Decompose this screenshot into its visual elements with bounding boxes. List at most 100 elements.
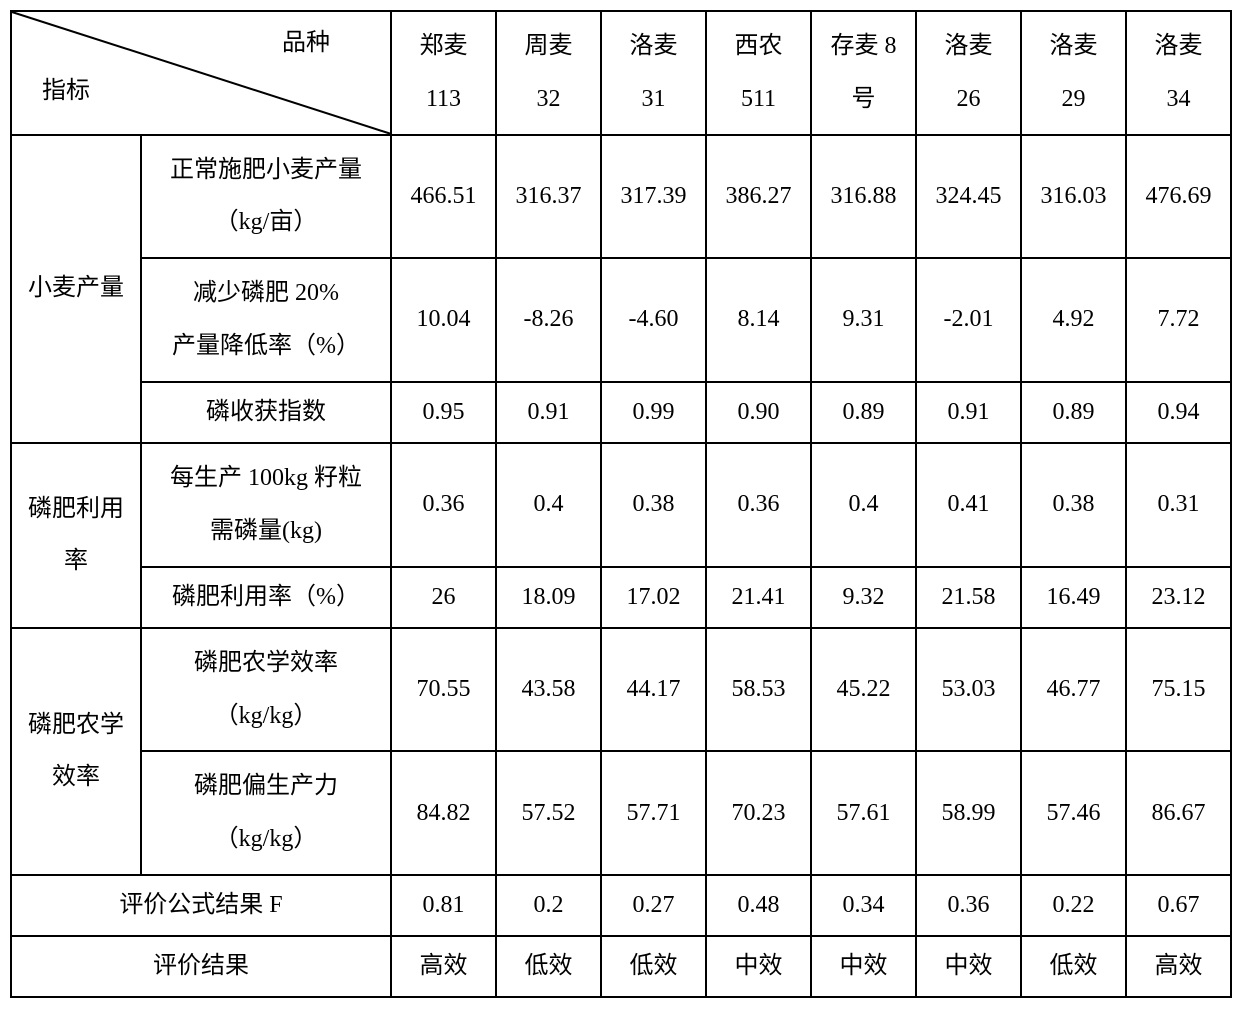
variety-line1: 存麦 8 (831, 33, 897, 59)
data-cell: 57.46 (1021, 751, 1126, 875)
group-label-2: 磷肥农学 效率 (11, 628, 141, 875)
header-variety-label: 品种 (282, 22, 330, 65)
row-label-line1: 磷肥农学效率 (194, 650, 338, 676)
row-label: 磷肥利用率（%） (141, 567, 391, 628)
variety-header-3: 西农 511 (706, 11, 811, 135)
row-label-line2: （kg/kg） (215, 703, 318, 729)
data-cell: 高效 (391, 936, 496, 997)
data-cell: 0.41 (916, 443, 1021, 567)
table-row: 磷肥偏生产力 （kg/kg） 84.82 57.52 57.71 70.23 5… (11, 751, 1231, 875)
variety-line1: 洛麦 (945, 33, 993, 59)
data-cell: 4.92 (1021, 258, 1126, 382)
data-cell: 0.38 (601, 443, 706, 567)
data-cell: 低效 (496, 936, 601, 997)
data-cell: 0.90 (706, 382, 811, 443)
table-row: 磷肥农学 效率 磷肥农学效率 （kg/kg） 70.55 43.58 44.17… (11, 628, 1231, 752)
data-cell: 466.51 (391, 135, 496, 259)
variety-line1: 西农 (735, 33, 783, 59)
variety-line2: 29 (1062, 86, 1086, 112)
data-table: 品种 指标 郑麦 113 周麦 32 洛麦 31 西农 511 存麦 8 号 洛… (10, 10, 1232, 998)
variety-header-4: 存麦 8 号 (811, 11, 916, 135)
variety-line2: 26 (957, 86, 981, 112)
data-cell: 0.38 (1021, 443, 1126, 567)
header-indicator-label: 指标 (42, 70, 90, 113)
data-cell: 58.99 (916, 751, 1021, 875)
footer-label: 评价结果 (11, 936, 391, 997)
data-cell: 0.36 (916, 875, 1021, 936)
data-cell: -8.26 (496, 258, 601, 382)
data-cell: 7.72 (1126, 258, 1231, 382)
data-cell: 58.53 (706, 628, 811, 752)
variety-line2: 113 (426, 86, 461, 112)
data-cell: 高效 (1126, 936, 1231, 997)
data-cell: 70.23 (706, 751, 811, 875)
data-cell: 75.15 (1126, 628, 1231, 752)
data-cell: 0.99 (601, 382, 706, 443)
data-cell: -2.01 (916, 258, 1021, 382)
data-cell: 84.82 (391, 751, 496, 875)
data-cell: 低效 (1021, 936, 1126, 997)
footer-row-0: 评价公式结果 F 0.81 0.2 0.27 0.48 0.34 0.36 0.… (11, 875, 1231, 936)
data-cell: 0.4 (496, 443, 601, 567)
data-cell: 0.95 (391, 382, 496, 443)
data-cell: 317.39 (601, 135, 706, 259)
data-cell: 低效 (601, 936, 706, 997)
group-label-line2: 率 (64, 548, 88, 574)
table-row: 减少磷肥 20% 产量降低率（%） 10.04 -8.26 -4.60 8.14… (11, 258, 1231, 382)
data-cell: 8.14 (706, 258, 811, 382)
group-label-line1: 磷肥利用 (28, 496, 124, 522)
data-cell: 0.67 (1126, 875, 1231, 936)
row-label-line1: 减少磷肥 20% (193, 280, 339, 306)
data-cell: 10.04 (391, 258, 496, 382)
row-label-line2: 产量降低率（%） (172, 333, 360, 359)
data-cell: 9.31 (811, 258, 916, 382)
data-cell: 9.32 (811, 567, 916, 628)
diagonal-header-cell: 品种 指标 (11, 11, 391, 135)
data-cell: 45.22 (811, 628, 916, 752)
data-cell: 26 (391, 567, 496, 628)
row-label: 磷肥农学效率 （kg/kg） (141, 628, 391, 752)
data-cell: 0.27 (601, 875, 706, 936)
data-cell: 21.58 (916, 567, 1021, 628)
variety-line2: 号 (852, 86, 876, 112)
group-label-line2: 效率 (52, 764, 100, 790)
data-cell: 57.61 (811, 751, 916, 875)
data-cell: 中效 (811, 936, 916, 997)
data-cell: 57.52 (496, 751, 601, 875)
data-cell: 16.49 (1021, 567, 1126, 628)
table-row: 磷肥利用 率 每生产 100kg 籽粒 需磷量(kg) 0.36 0.4 0.3… (11, 443, 1231, 567)
row-label-line1: 磷肥偏生产力 (194, 773, 338, 799)
data-cell: 0.2 (496, 875, 601, 936)
variety-line1: 洛麦 (1050, 33, 1098, 59)
data-cell: -4.60 (601, 258, 706, 382)
row-label: 磷收获指数 (141, 382, 391, 443)
data-cell: 0.36 (391, 443, 496, 567)
data-cell: 17.02 (601, 567, 706, 628)
data-cell: 386.27 (706, 135, 811, 259)
data-cell: 0.36 (706, 443, 811, 567)
data-cell: 57.71 (601, 751, 706, 875)
data-cell: 43.58 (496, 628, 601, 752)
row-label-line2: 需磷量(kg) (210, 518, 322, 544)
data-cell: 0.89 (811, 382, 916, 443)
row-label: 每生产 100kg 籽粒 需磷量(kg) (141, 443, 391, 567)
variety-header-7: 洛麦 34 (1126, 11, 1231, 135)
row-label-line1: 正常施肥小麦产量 (170, 157, 362, 183)
data-cell: 0.81 (391, 875, 496, 936)
data-cell: 23.12 (1126, 567, 1231, 628)
data-cell: 0.22 (1021, 875, 1126, 936)
data-cell: 0.91 (916, 382, 1021, 443)
data-cell: 0.89 (1021, 382, 1126, 443)
row-label-line2: （kg/kg） (215, 826, 318, 852)
variety-line2: 511 (741, 86, 776, 112)
data-cell: 44.17 (601, 628, 706, 752)
group-label-line1: 磷肥农学 (28, 712, 124, 738)
variety-header-2: 洛麦 31 (601, 11, 706, 135)
data-cell: 中效 (916, 936, 1021, 997)
data-cell: 0.91 (496, 382, 601, 443)
group-label-0: 小麦产量 (11, 135, 141, 443)
variety-header-6: 洛麦 29 (1021, 11, 1126, 135)
row-label-line2: （kg/亩） (215, 209, 318, 235)
footer-label: 评价公式结果 F (11, 875, 391, 936)
variety-line1: 洛麦 (630, 33, 678, 59)
